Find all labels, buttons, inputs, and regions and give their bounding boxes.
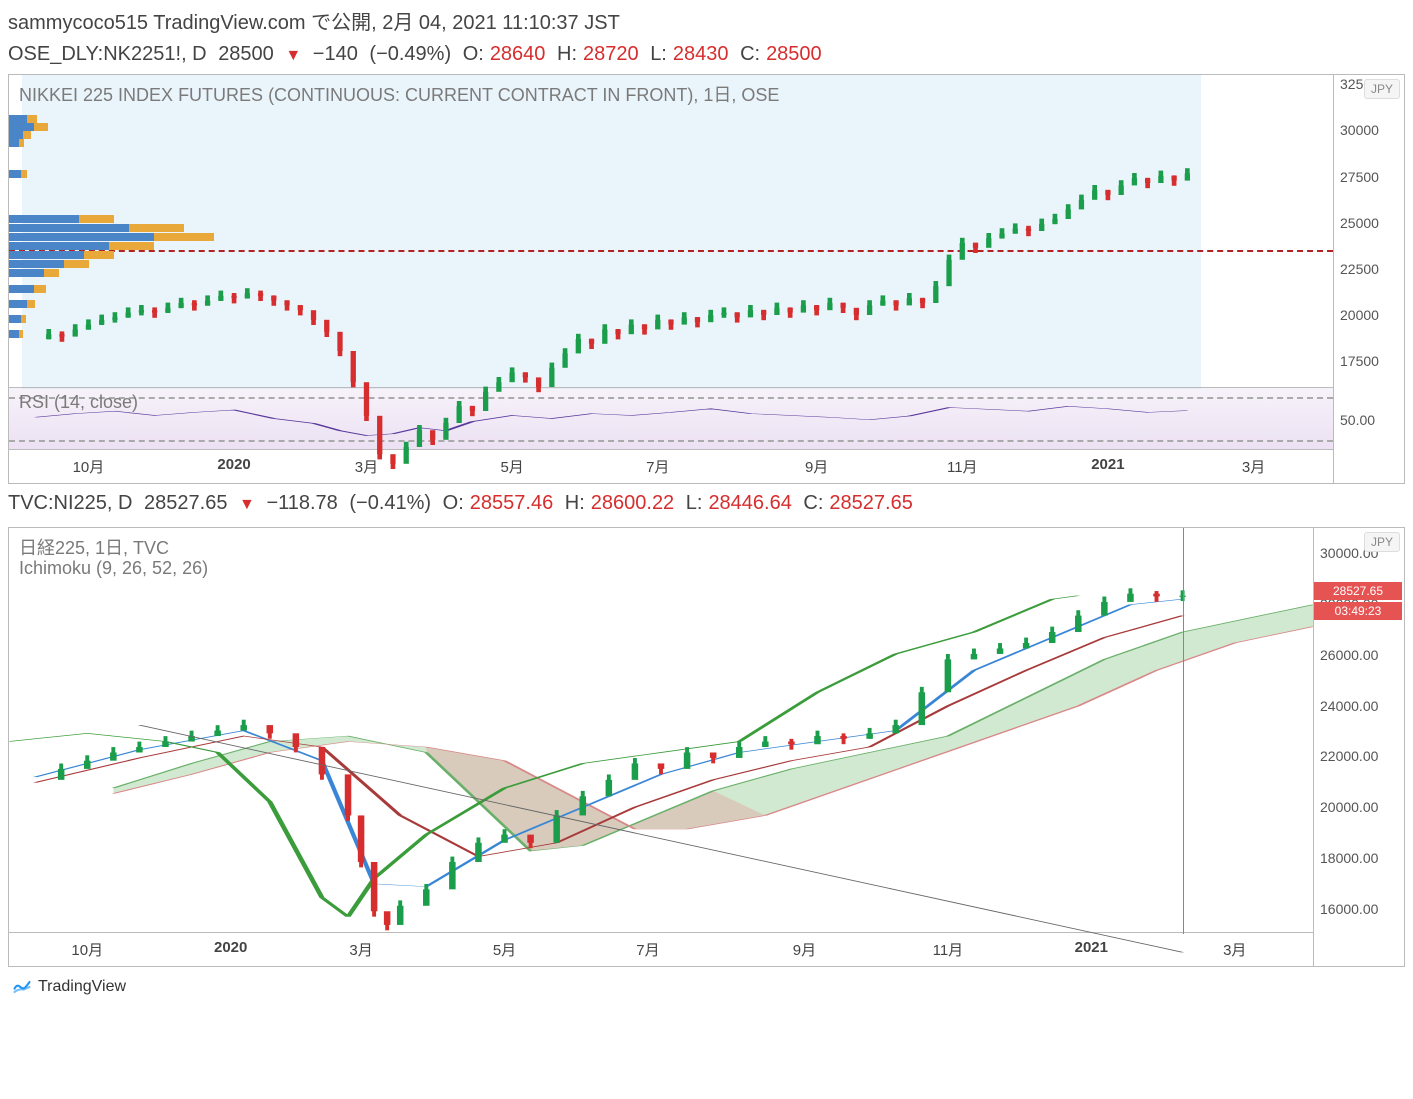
symbol-2: TVC:NI225, D (8, 492, 132, 514)
chart1-plot-area[interactable]: NIKKEI 225 INDEX FUTURES (CONTINUOUS: CU… (9, 75, 1334, 483)
h-lbl-1: H: (557, 43, 577, 65)
chart2-time-vline (1183, 528, 1184, 934)
o-val-1: 28640 (490, 43, 546, 65)
currency-1: JPY (1364, 79, 1400, 99)
chart2-y-axis: JPY 16000.0018000.0020000.0022000.002400… (1314, 528, 1404, 966)
watermark: TradingView (0, 967, 1413, 1007)
change-2: −118.78 (266, 492, 337, 514)
chart1-ohlc-bar: OSE_DLY:NK2251!, D 28500 ▼ −140 (−0.49%)… (0, 41, 1413, 74)
h-val-2: 28600.22 (591, 492, 674, 514)
l-lbl-2: L: (686, 492, 703, 514)
c-lbl-1: C: (740, 43, 760, 65)
chart2-ohlc-bar: TVC:NI225, D 28527.65 ▼ −118.78 (−0.41%)… (0, 490, 1413, 523)
chart2-plot-area[interactable]: 日経225, 1日, TVC Ichimoku (9, 26, 52, 26) … (9, 528, 1314, 966)
change-1: −140 (313, 43, 358, 65)
pct-2: (−0.41%) (349, 492, 431, 514)
chart1-title: NIKKEI 225 INDEX FUTURES (CONTINUOUS: CU… (19, 81, 779, 107)
chart1-svg (9, 75, 1333, 483)
o-val-2: 28557.46 (470, 492, 553, 514)
publish-text: sammycoco515 TradingView.com で公開, 2月 04,… (8, 12, 620, 34)
last-1: 28500 (218, 43, 274, 65)
l-val-1: 28430 (673, 43, 729, 65)
c-lbl-2: C: (803, 492, 823, 514)
chart2-svg (9, 528, 1313, 966)
l-val-2: 28446.64 (708, 492, 791, 514)
tradingview-logo-icon (12, 977, 32, 997)
chart2-subtitle: Ichimoku (9, 26, 52, 26) (19, 558, 208, 579)
l-lbl-1: L: (650, 43, 667, 65)
currency-2: JPY (1364, 532, 1400, 552)
last-2: 28527.65 (144, 492, 227, 514)
pct-1: (−0.49%) (369, 43, 451, 65)
c-val-2: 28527.65 (829, 492, 912, 514)
rsi-label: RSI (14, close) (19, 392, 138, 413)
h-lbl-2: H: (565, 492, 585, 514)
chart1-container[interactable]: NIKKEI 225 INDEX FUTURES (CONTINUOUS: CU… (8, 74, 1405, 484)
h-val-1: 28720 (583, 43, 639, 65)
c-val-1: 28500 (766, 43, 822, 65)
o-lbl-2: O: (443, 492, 464, 514)
chart-publish-meta: sammycoco515 TradingView.com で公開, 2月 04,… (0, 0, 1413, 41)
chart1-y-axis: JPY 175002000022500250002750030000325005… (1334, 75, 1404, 483)
chart2-title: 日経225, 1日, TVC (19, 534, 169, 560)
down-arrow-icon-2: ▼ (239, 496, 255, 513)
symbol-1: OSE_DLY:NK2251!, D (8, 43, 207, 65)
o-lbl-1: O: (463, 43, 484, 65)
down-arrow-icon: ▼ (285, 47, 301, 64)
chart2-container[interactable]: 日経225, 1日, TVC Ichimoku (9, 26, 52, 26) … (8, 527, 1405, 967)
watermark-text: TradingView (38, 978, 126, 996)
